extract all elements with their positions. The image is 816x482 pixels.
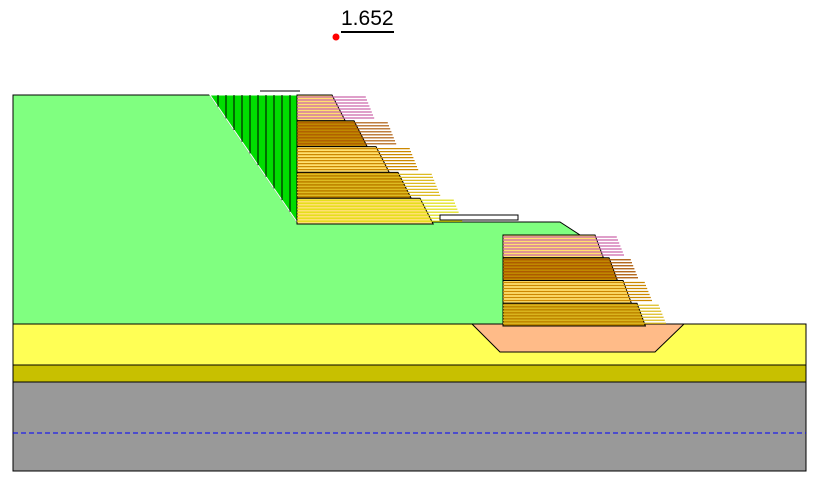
wall-segment [296, 146, 391, 173]
factor-of-safety-label: 1.652 [341, 7, 394, 33]
trench-fill [470, 323, 686, 353]
upper-reinforced-wall [296, 94, 463, 225]
foundation-layer [12, 323, 807, 366]
critical-circle-center [332, 33, 340, 41]
bedrock-layer [12, 381, 807, 472]
slice-lines [217, 95, 291, 212]
olive-layer [12, 364, 807, 383]
wall-segment [296, 171, 413, 199]
surcharge-load-lower [439, 214, 519, 221]
wall-segment [296, 120, 369, 148]
lower-reinforced-wall [502, 234, 666, 327]
wall-segment [296, 197, 435, 225]
wall-segment [296, 94, 347, 122]
